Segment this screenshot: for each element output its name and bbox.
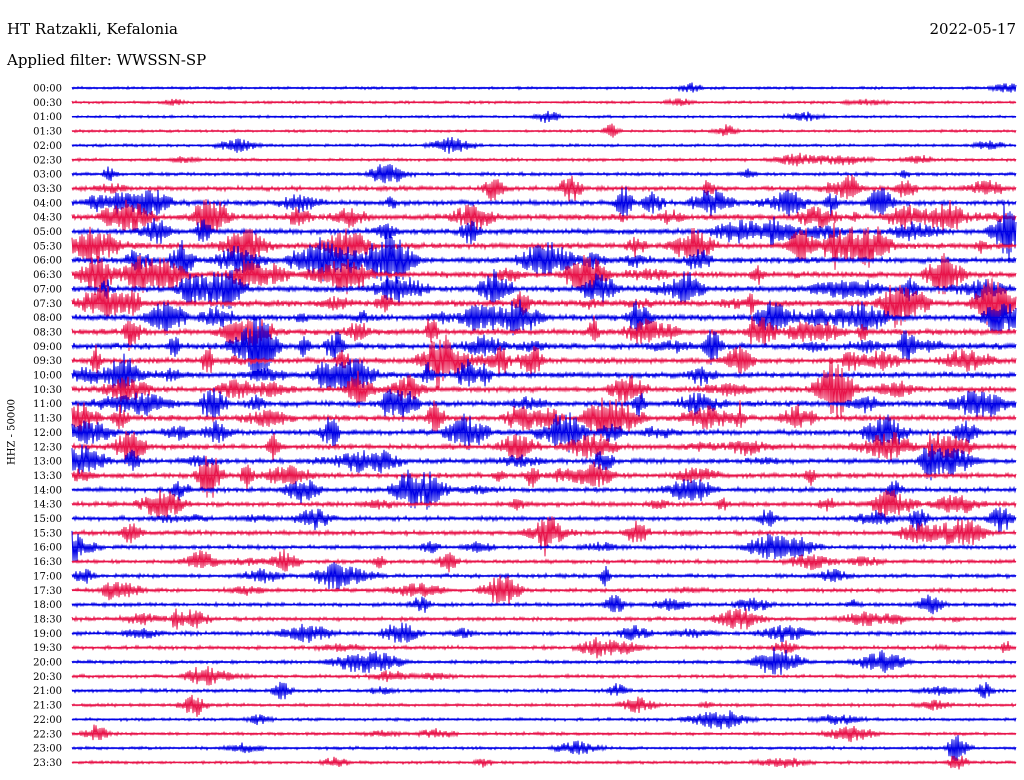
tick-label-2330: 23:30 <box>33 758 62 769</box>
tick-label-1830: 18:30 <box>33 614 62 625</box>
trace-row-0900 <box>71 314 1017 382</box>
tick-label-1100: 11:00 <box>33 399 62 410</box>
filter-label: Applied filter: WWSSN-SP <box>7 51 207 69</box>
trace-row-1700 <box>71 562 1017 590</box>
tick-label-1330: 13:30 <box>33 471 62 482</box>
tick-label-1930: 19:30 <box>33 643 62 654</box>
trace-row-1630 <box>71 549 1017 573</box>
tick-label-1700: 17:00 <box>33 571 62 582</box>
tick-label-0130: 01:30 <box>33 127 62 138</box>
tick-label-2230: 22:30 <box>33 729 62 740</box>
tick-label-0230: 02:30 <box>33 155 62 166</box>
tick-label-0400: 04:00 <box>33 198 62 209</box>
trace-row-0630 <box>71 253 1017 295</box>
tick-label-0700: 07:00 <box>33 284 62 295</box>
tick-label-0330: 03:30 <box>33 184 62 195</box>
tick-label-0030: 00:30 <box>33 98 62 109</box>
tick-label-0830: 08:30 <box>33 327 62 338</box>
tick-label-1030: 10:30 <box>33 385 62 396</box>
tick-label-0800: 08:00 <box>33 313 62 324</box>
tick-label-1400: 14:00 <box>33 485 62 496</box>
tick-label-1530: 15:30 <box>33 528 62 539</box>
trace-row-1400 <box>71 469 1017 510</box>
tick-label-1230: 12:30 <box>33 442 62 453</box>
trace-row-0800 <box>71 299 1017 336</box>
tick-label-2130: 21:30 <box>33 701 62 712</box>
tick-label-1900: 19:00 <box>33 629 62 640</box>
tick-label-0530: 05:30 <box>33 241 62 252</box>
tick-label-0300: 03:00 <box>33 170 62 181</box>
trace-row-0700 <box>71 269 1017 309</box>
tick-label-1600: 16:00 <box>33 543 62 554</box>
tick-label-0100: 01:00 <box>33 112 62 123</box>
tick-label-0900: 09:00 <box>33 342 62 353</box>
tick-label-1500: 15:00 <box>33 514 62 525</box>
tick-label-2000: 20:00 <box>33 658 62 669</box>
tick-label-2030: 20:30 <box>33 672 62 683</box>
trace-row-0830 <box>71 315 1017 352</box>
tick-label-1800: 18:00 <box>33 600 62 611</box>
tick-label-2200: 22:00 <box>33 715 62 726</box>
tick-label-0500: 05:00 <box>33 227 62 238</box>
tick-label-0630: 06:30 <box>33 270 62 281</box>
tick-label-1730: 17:30 <box>33 586 62 597</box>
tick-label-0430: 04:30 <box>33 213 62 224</box>
tick-label-1300: 13:00 <box>33 457 62 468</box>
date-label: 2022-05-17 <box>929 20 1016 38</box>
trace-row-2000 <box>71 647 1017 675</box>
tick-label-2300: 23:00 <box>33 744 62 755</box>
trace-group <box>71 82 1017 770</box>
trace-row-0530 <box>71 222 1017 270</box>
tick-label-0600: 06:00 <box>33 256 62 267</box>
tick-label-0730: 07:30 <box>33 299 62 310</box>
trace-row-2130 <box>71 694 1017 717</box>
tick-label-1130: 11:30 <box>33 414 62 425</box>
tick-label-1430: 14:30 <box>33 500 62 511</box>
tick-label-1630: 16:30 <box>33 557 62 568</box>
tick-label-0000: 00:00 <box>33 84 62 95</box>
station-title: HT Ratzakli, Kefalonia <box>7 20 178 38</box>
tick-label-group: 00:00 00:30 01:00 01:30 02:00 02:30 03:00 03:30… <box>33 84 62 769</box>
tick-label-1000: 10:00 <box>33 371 62 382</box>
trace-row-1530 <box>71 516 1017 557</box>
tick-label-0200: 02:00 <box>33 141 62 152</box>
trace-row-0930 <box>71 334 1017 389</box>
tick-label-0930: 09:30 <box>33 356 62 367</box>
tick-label-1200: 12:00 <box>33 428 62 439</box>
tick-label-2100: 21:00 <box>33 686 62 697</box>
